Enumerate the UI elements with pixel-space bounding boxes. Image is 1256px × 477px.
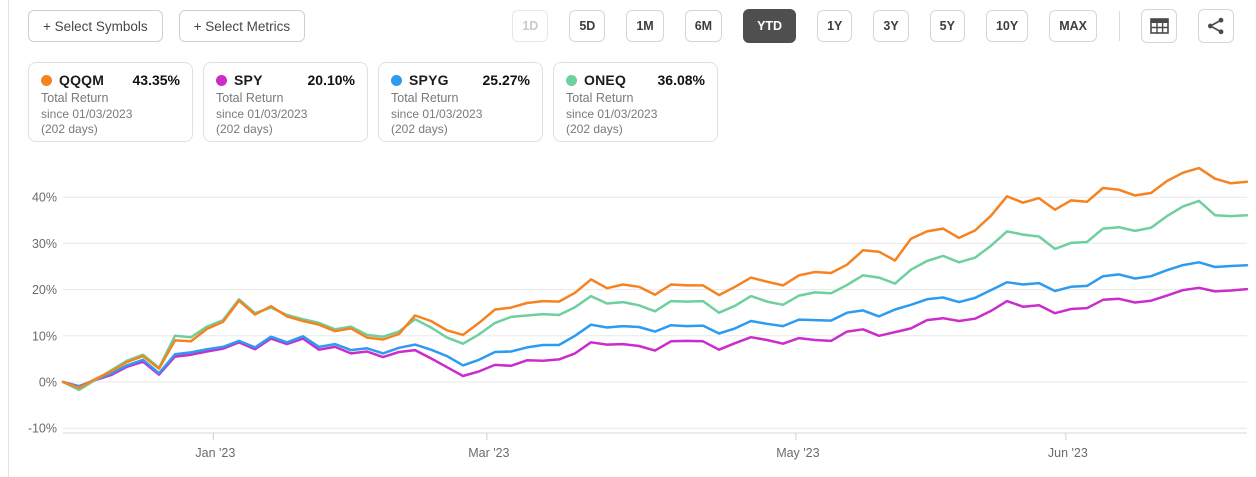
return-value: 43.35% <box>132 72 180 88</box>
range-button-5y[interactable]: 5Y <box>929 10 965 42</box>
legend-card-spy[interactable]: SPY 20.10% Total Return since 01/03/2023… <box>203 62 368 142</box>
y-axis-label: 20% <box>32 283 57 297</box>
legend-card-qqqm[interactable]: QQQM 43.35% Total Return since 01/03/202… <box>28 62 193 142</box>
series-color-dot <box>216 74 227 86</box>
y-axis-label: 40% <box>32 191 57 205</box>
series-color-dot <box>566 74 577 86</box>
duration-label: (202 days) <box>391 122 448 137</box>
ticker-symbol: ONEQ <box>584 72 627 88</box>
legend-cards: QQQM 43.35% Total Return since 01/03/202… <box>28 62 718 142</box>
since-date: since 01/03/2023 <box>566 106 658 121</box>
return-value: 25.27% <box>482 72 530 88</box>
y-axis-label: 10% <box>32 329 57 343</box>
range-button-ytd[interactable]: YTD <box>743 9 797 43</box>
return-value: 36.08% <box>657 72 705 88</box>
series-color-dot <box>41 74 52 86</box>
chart-toolbar: + Select Symbols + Select Metrics 1D 5D … <box>28 9 1234 43</box>
share-icon <box>1208 17 1224 35</box>
range-button-1d[interactable]: 1D <box>512 10 549 42</box>
range-button-1y[interactable]: 1Y <box>817 10 853 42</box>
metric-label: Total Return <box>391 91 459 105</box>
table-view-button[interactable] <box>1141 9 1177 43</box>
select-metrics-button[interactable]: + Select Metrics <box>178 10 306 42</box>
since-date: since 01/03/2023 <box>216 106 308 121</box>
range-selector: 1D 5D 1M 6M YTD 1Y 3Y 5Y 10Y MAX <box>512 9 1234 43</box>
panel-left-border <box>8 0 9 477</box>
return-value: 20.10% <box>307 72 355 88</box>
range-button-6m[interactable]: 6M <box>684 10 723 42</box>
y-axis-label: -10% <box>28 422 57 436</box>
x-axis-label: May '23 <box>776 446 819 460</box>
series-line-qqqm <box>61 166 1249 390</box>
duration-label: (202 days) <box>41 122 98 137</box>
duration-label: (202 days) <box>566 122 623 137</box>
share-button[interactable] <box>1198 9 1234 43</box>
x-axis-label: Jun '23 <box>1048 446 1088 460</box>
range-button-1m[interactable]: 1M <box>626 10 664 42</box>
series-line-spy <box>61 286 1249 388</box>
y-axis-label: 0% <box>39 376 57 390</box>
x-axis-label: Jan '23 <box>195 446 235 460</box>
toolbar-divider <box>1119 11 1120 41</box>
y-axis-label: 30% <box>32 237 57 251</box>
ticker-symbol: SPYG <box>409 72 449 88</box>
series-color-dot <box>391 74 402 86</box>
table-icon <box>1149 18 1169 34</box>
range-button-3y[interactable]: 3Y <box>873 10 909 42</box>
ticker-symbol: SPY <box>234 72 263 88</box>
metric-label: Total Return <box>566 91 634 105</box>
since-date: since 01/03/2023 <box>41 106 133 121</box>
legend-card-spyg[interactable]: SPYG 25.27% Total Return since 01/03/202… <box>378 62 543 142</box>
line-chart[interactable]: 40% 30% 20% 10% 0% -10% Jan '23 Mar '23 May '23 J… <box>0 155 1256 477</box>
series-line-spyg <box>61 261 1249 388</box>
legend-card-oneq[interactable]: ONEQ 36.08% Total Return since 01/03/202… <box>553 62 718 142</box>
metric-label: Total Return <box>41 91 109 105</box>
select-symbols-button[interactable]: + Select Symbols <box>28 10 163 42</box>
since-date: since 01/03/2023 <box>391 106 483 121</box>
metric-label: Total Return <box>216 91 284 105</box>
duration-label: (202 days) <box>216 122 273 137</box>
ticker-symbol: QQQM <box>59 72 105 88</box>
range-button-max[interactable]: MAX <box>1049 10 1097 42</box>
range-button-5d[interactable]: 5D <box>569 10 606 42</box>
x-axis-label: Mar '23 <box>468 446 509 460</box>
range-button-10y[interactable]: 10Y <box>985 10 1029 42</box>
